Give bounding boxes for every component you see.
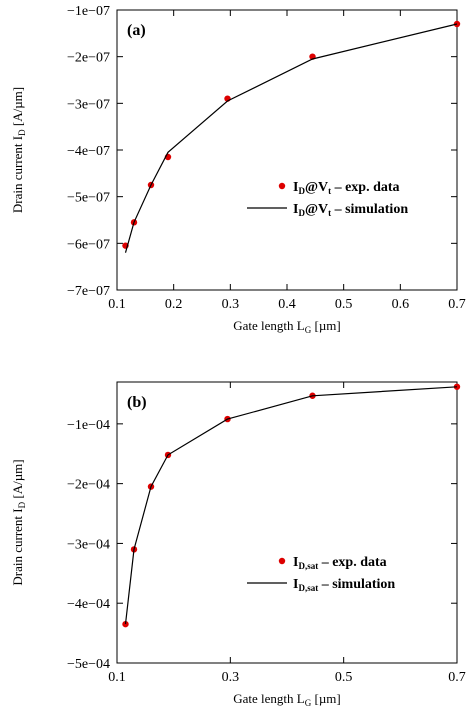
y-axis-label-sub: D (17, 501, 27, 508)
x-tick-label: 0.3 (222, 297, 240, 312)
legend-entry-exp-data: ID@Vt – exp. data (293, 180, 400, 196)
y-tick-label: −3e−04 (67, 537, 110, 552)
legend-text: I (293, 180, 298, 195)
y-axis-label-sub: D (17, 129, 27, 136)
legend-text: – exp. data (331, 180, 399, 195)
series-line-simulation (124, 386, 458, 625)
y-axis-label-main: Drain current I (10, 508, 25, 585)
panel-label: (b) (127, 394, 147, 411)
x-axis-label: Gate length LG [µm] (233, 691, 341, 708)
panel-label: (a) (127, 22, 146, 39)
x-tick-label: 0.5 (335, 297, 353, 312)
legend-text: I (293, 202, 298, 217)
x-tick-label: 0.6 (392, 297, 410, 312)
y-tick-label: −1e−07 (67, 4, 110, 19)
y-axis-label-unit: [A/µm] (10, 459, 25, 502)
x-axis-label: Gate length LG [µm] (233, 318, 341, 335)
legend-marker-exp (278, 182, 286, 190)
y-axis-label-main: Drain current I (10, 136, 25, 213)
x-tick-label: 0.7 (448, 297, 466, 312)
y-tick-label: −3e−07 (67, 97, 110, 112)
x-axis-label-unit: [µm] (311, 318, 341, 333)
x-tick-label: 0.3 (222, 670, 240, 685)
chart-panel-2: 0.1 0.3 0.5 0.7 −1e−04 −2e−04 −3e−04 −4e−04 −5e−… (10, 381, 466, 708)
plot-frame (116, 9, 458, 291)
legend-text: @V (305, 180, 328, 195)
x-axis-label-main: Gate length L (233, 691, 305, 706)
x-tick-label: 0.2 (165, 297, 183, 312)
legend-text: – simulation (318, 577, 395, 592)
y-tick-label: −6e−07 (67, 237, 110, 252)
x-tick-label: 0.5 (335, 670, 353, 685)
y-tick-label: −1e−04 (67, 418, 110, 433)
legend-marker-exp (278, 557, 286, 565)
legend-entry-exp-data: ID,sat – exp. data (293, 555, 387, 571)
y-tick-label: −2e−07 (67, 51, 110, 66)
y-axis-label-unit: [A/µm] (10, 87, 25, 130)
legend-text-sub: D (298, 208, 305, 218)
legend-text: I (293, 555, 298, 570)
data-point-exp (453, 383, 461, 390)
legend-entry-simulation: ID,sat – simulation (293, 577, 395, 593)
legend-text: I (293, 577, 298, 592)
x-tick-label: 0.1 (108, 297, 126, 312)
x-axis-label-main: Gate length L (233, 318, 305, 333)
y-tick-label: −2e−04 (67, 478, 110, 493)
y-tick-label: −4e−04 (67, 597, 110, 612)
legend-text-sub: t (328, 186, 331, 196)
y-tick-label: −7e−07 (67, 284, 110, 299)
y-tick-label: −4e−07 (67, 144, 110, 159)
legend-text-sub: D (298, 186, 305, 196)
series-line-simulation (124, 23, 458, 253)
y-axis-label: Drain current ID [A/µm] (10, 459, 27, 585)
x-axis-label-sub: G (305, 325, 312, 335)
y-tick-label: −5e−04 (67, 657, 110, 672)
plot-frame (116, 381, 458, 664)
x-axis-label-unit: [µm] (311, 691, 341, 706)
legend-text-sub: D,sat (298, 583, 318, 593)
x-tick-label: 0.7 (448, 670, 466, 685)
legend-text: – exp. data (318, 555, 386, 570)
x-tick-label: 0.4 (278, 297, 296, 312)
y-tick-label: −5e−07 (67, 191, 110, 206)
x-tick-label: 0.1 (108, 670, 126, 685)
legend-text-sub: t (328, 208, 331, 218)
chart-panel-1: 0.1 0.2 0.3 0.4 0.5 0.6 0.7 −1e−07 −2e−07 −3e−07 −… (10, 4, 466, 335)
legend-text-sub: D,sat (298, 561, 318, 571)
x-axis-label-sub: G (305, 698, 312, 708)
legend-text: – simulation (331, 202, 408, 217)
legend-entry-simulation: ID@Vt – simulation (293, 202, 408, 218)
y-axis-label: Drain current ID [A/µm] (10, 87, 27, 213)
legend-text: @V (305, 202, 328, 217)
data-point-exp (122, 620, 129, 628)
